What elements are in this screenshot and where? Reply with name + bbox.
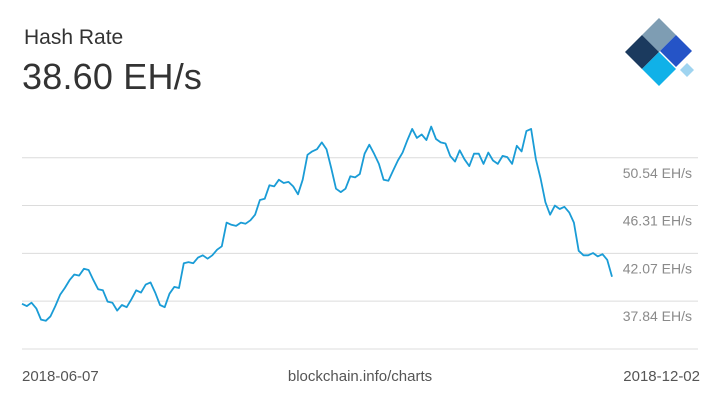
- chart-title: Hash Rate: [24, 26, 124, 49]
- x-axis-end-label: 2018-12-02: [623, 368, 700, 385]
- blockchain-logo-icon: [625, 18, 694, 86]
- y-tick-label: 42.07 EH/s: [623, 260, 692, 276]
- y-tick-label: 46.31 EH/s: [623, 213, 692, 229]
- hash-rate-series-line: [21, 125, 613, 322]
- source-label: blockchain.info/charts: [287, 368, 433, 385]
- y-tick-label: 50.54 EH/s: [623, 165, 692, 181]
- y-tick-label: 37.84 EH/s: [623, 308, 692, 324]
- current-hash-rate: 38.60 EH/s: [22, 56, 203, 97]
- x-axis-start-label: 2018-06-07: [22, 368, 99, 385]
